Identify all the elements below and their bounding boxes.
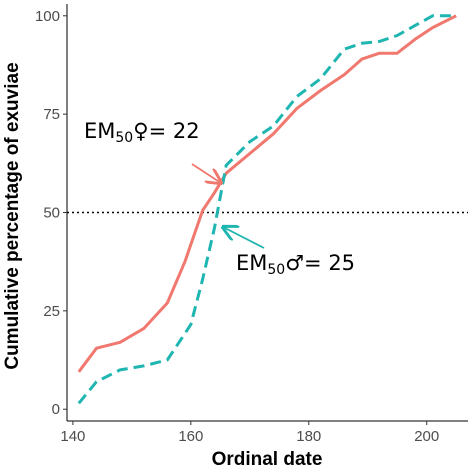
y-tick-label: 75 — [43, 106, 60, 123]
male-annotation-value: = 25 — [304, 251, 355, 275]
y-tick-label: 0 — [52, 401, 60, 418]
y-tick-label: 50 — [43, 205, 60, 222]
female-annotation-symbol: ♀ — [133, 119, 148, 143]
x-ticks: 140 160 180 200 — [60, 421, 439, 445]
y-axis-title: Cumulative percentage of exuviae — [2, 62, 23, 369]
male-annotation-sub: 50 — [267, 262, 285, 278]
female-annotation-sub: 50 — [115, 130, 133, 146]
solid-series-line — [77, 14, 457, 373]
male-annotation: EM50♂= 25 — [223, 227, 355, 278]
female-annotation: EM50♀= 22 — [84, 119, 221, 183]
male-annotation-main: EM — [236, 251, 267, 275]
y-ticks: 0 25 50 75 100 — [35, 8, 67, 418]
y-tick-label: 25 — [43, 303, 60, 320]
male-annotation-text: EM50♂= 25 — [236, 251, 355, 278]
x-tick-label: 140 — [60, 428, 85, 445]
female-annotation-text: EM50♀= 22 — [84, 119, 200, 146]
x-tick-label: 180 — [296, 428, 321, 445]
x-tick-label: 160 — [178, 428, 203, 445]
female-annotation-main: EM — [84, 119, 115, 143]
male-arrow — [223, 227, 265, 249]
male-annotation-symbol: ♂ — [285, 251, 304, 275]
dashed-series-line — [77, 14, 457, 405]
y-tick-label: 100 — [35, 8, 60, 25]
female-annotation-value: = 22 — [149, 119, 200, 143]
x-tick-label: 200 — [414, 428, 439, 445]
female-arrow — [191, 163, 221, 183]
series-group — [77, 14, 457, 405]
x-axis-title: Ordinal date — [212, 449, 323, 469]
